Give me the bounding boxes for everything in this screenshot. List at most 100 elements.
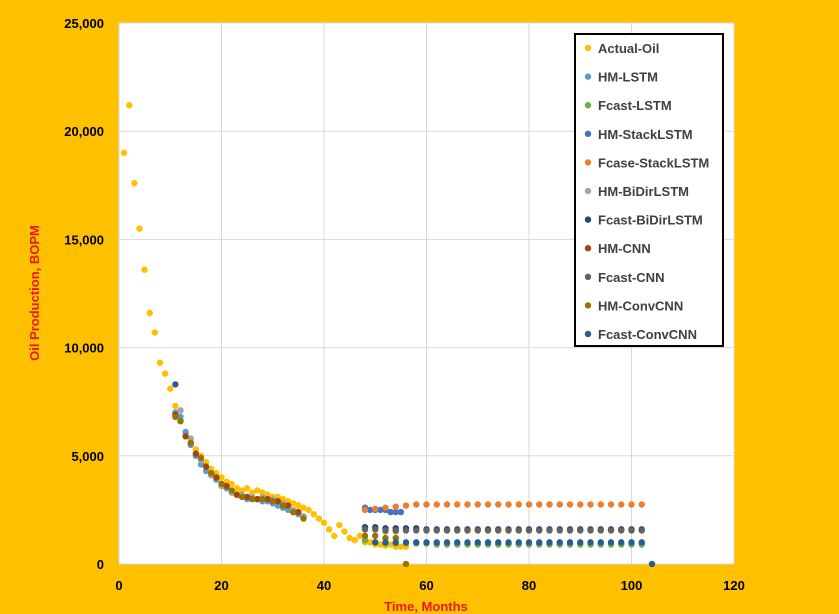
data-point bbox=[192, 450, 200, 457]
data-point bbox=[648, 560, 656, 568]
data-point bbox=[208, 469, 215, 477]
data-point bbox=[525, 539, 533, 546]
x-tick-label: 60 bbox=[419, 578, 433, 593]
y-tick-label: 10,000 bbox=[64, 341, 104, 356]
data-point bbox=[331, 532, 338, 540]
data-point bbox=[131, 179, 138, 187]
data-point bbox=[597, 501, 604, 508]
data-point bbox=[274, 498, 282, 505]
data-point bbox=[474, 527, 481, 534]
data-point bbox=[525, 527, 533, 534]
data-point bbox=[566, 527, 574, 534]
data-point bbox=[566, 501, 574, 508]
data-point bbox=[392, 503, 399, 510]
data-point bbox=[177, 407, 184, 414]
data-point bbox=[443, 501, 451, 508]
legend-label: HM-ConvCNN bbox=[598, 298, 683, 313]
data-point bbox=[341, 528, 348, 535]
data-point bbox=[505, 501, 512, 508]
legend-marker bbox=[584, 273, 592, 280]
data-point bbox=[402, 560, 410, 568]
data-point bbox=[433, 527, 440, 534]
data-point bbox=[443, 539, 451, 546]
data-point bbox=[284, 502, 292, 509]
legend-marker bbox=[584, 330, 592, 338]
legend-label: HM-CNN bbox=[598, 241, 651, 256]
data-point bbox=[597, 539, 604, 546]
data-point bbox=[167, 385, 174, 392]
y-axis-title: Oil Production, BOPM bbox=[27, 225, 42, 361]
data-point bbox=[361, 506, 369, 514]
data-point bbox=[228, 487, 235, 494]
data-point bbox=[556, 539, 563, 546]
data-point bbox=[351, 536, 358, 544]
data-point bbox=[336, 521, 343, 529]
data-point bbox=[377, 541, 384, 548]
series-fcast-convcnn bbox=[172, 381, 656, 568]
data-point bbox=[474, 539, 481, 546]
data-point bbox=[387, 541, 394, 548]
data-point bbox=[587, 501, 594, 508]
data-point bbox=[172, 381, 179, 388]
legend-marker bbox=[584, 245, 592, 252]
data-point bbox=[618, 527, 625, 534]
data-point bbox=[392, 508, 399, 516]
data-point bbox=[213, 474, 220, 481]
legend-box bbox=[574, 33, 724, 347]
data-point bbox=[346, 534, 353, 542]
data-points bbox=[120, 102, 656, 568]
data-point bbox=[305, 506, 312, 514]
data-point bbox=[295, 508, 302, 516]
data-point bbox=[243, 493, 251, 501]
data-point bbox=[618, 539, 625, 546]
data-point bbox=[423, 527, 430, 534]
data-point bbox=[638, 501, 645, 508]
x-tick-label: 40 bbox=[317, 578, 331, 593]
data-point bbox=[505, 539, 512, 546]
data-point bbox=[413, 501, 420, 508]
x-tick-label: 0 bbox=[115, 578, 122, 593]
data-point bbox=[607, 527, 615, 534]
data-point bbox=[382, 539, 389, 546]
data-point bbox=[233, 485, 241, 492]
data-point bbox=[433, 501, 440, 508]
data-point bbox=[259, 495, 266, 503]
data-point bbox=[146, 309, 153, 317]
y-tick-label: 0 bbox=[97, 557, 104, 572]
data-point bbox=[300, 504, 307, 511]
data-point bbox=[392, 539, 399, 546]
data-point bbox=[443, 527, 451, 534]
data-point bbox=[172, 402, 179, 410]
data-point bbox=[402, 539, 410, 546]
data-point bbox=[177, 417, 184, 425]
legend-marker bbox=[584, 216, 592, 223]
legend-marker bbox=[584, 159, 592, 166]
data-point bbox=[546, 501, 553, 508]
legend-label: Fcast-ConvCNN bbox=[598, 327, 697, 342]
data-point bbox=[433, 539, 440, 546]
data-point bbox=[187, 439, 194, 447]
series-fcase-stacklstm bbox=[361, 501, 645, 514]
x-tick-label: 100 bbox=[621, 578, 643, 593]
legend-marker bbox=[584, 44, 592, 52]
data-point bbox=[587, 539, 594, 546]
data-point bbox=[587, 527, 594, 534]
y-tick-label: 5,000 bbox=[71, 449, 104, 464]
gridlines bbox=[118, 22, 735, 565]
data-point bbox=[372, 532, 379, 540]
data-point bbox=[505, 527, 512, 534]
data-point bbox=[290, 500, 297, 507]
data-point bbox=[372, 539, 379, 546]
data-point bbox=[607, 501, 615, 508]
data-point bbox=[233, 491, 241, 498]
data-point bbox=[197, 454, 205, 462]
data-point bbox=[397, 508, 405, 516]
x-tick-label: 20 bbox=[214, 578, 228, 593]
data-point bbox=[413, 539, 420, 546]
data-point bbox=[556, 527, 563, 534]
data-point bbox=[228, 480, 235, 488]
legend-label: HM-LSTM bbox=[598, 70, 658, 85]
data-point bbox=[536, 527, 543, 534]
data-point bbox=[254, 487, 261, 494]
data-point bbox=[546, 539, 553, 546]
